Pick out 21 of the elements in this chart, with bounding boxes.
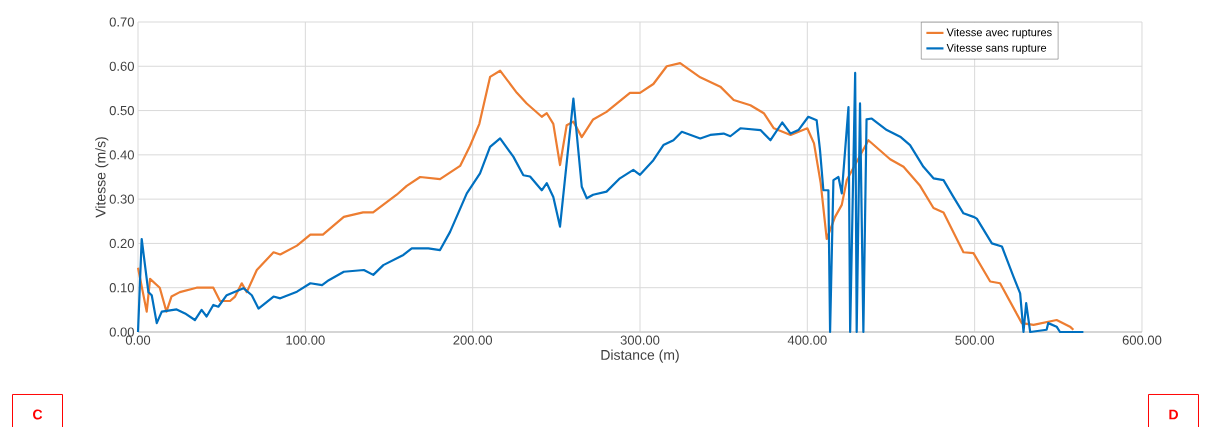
y-tick-label: 0.50	[109, 105, 134, 116]
x-tick-label: 600.00	[1122, 335, 1162, 345]
y-tick-label: 0.60	[109, 61, 134, 71]
x-tick-label: 400.00	[787, 335, 827, 345]
x-tick-label: 100.00	[286, 335, 325, 345]
y-tick-label: 0.20	[109, 238, 134, 249]
x-tick-label: 500.00	[955, 335, 995, 345]
text: D	[1169, 409, 1178, 420]
legend-label: Vitesse avec ruptures	[946, 28, 1052, 39]
x-axis-title: Distance (m)	[601, 349, 679, 363]
text: C	[33, 409, 43, 420]
y-axis-title: Vitesse (m/s)	[95, 137, 109, 218]
y-tick-label: 0.40	[109, 150, 134, 160]
y-tick-label: 0.30	[109, 194, 134, 204]
x-tick-label: 300.00	[620, 335, 660, 345]
y-tick-label: 0.70	[109, 17, 134, 27]
x-tick-label: 0.00	[125, 335, 151, 345]
y-tick-label: 0.00	[109, 327, 134, 337]
y-tick-label: 0.10	[109, 283, 134, 293]
legend-label: Vitesse sans rupture	[946, 43, 1047, 54]
x-tick-label: 200.00	[453, 335, 493, 345]
